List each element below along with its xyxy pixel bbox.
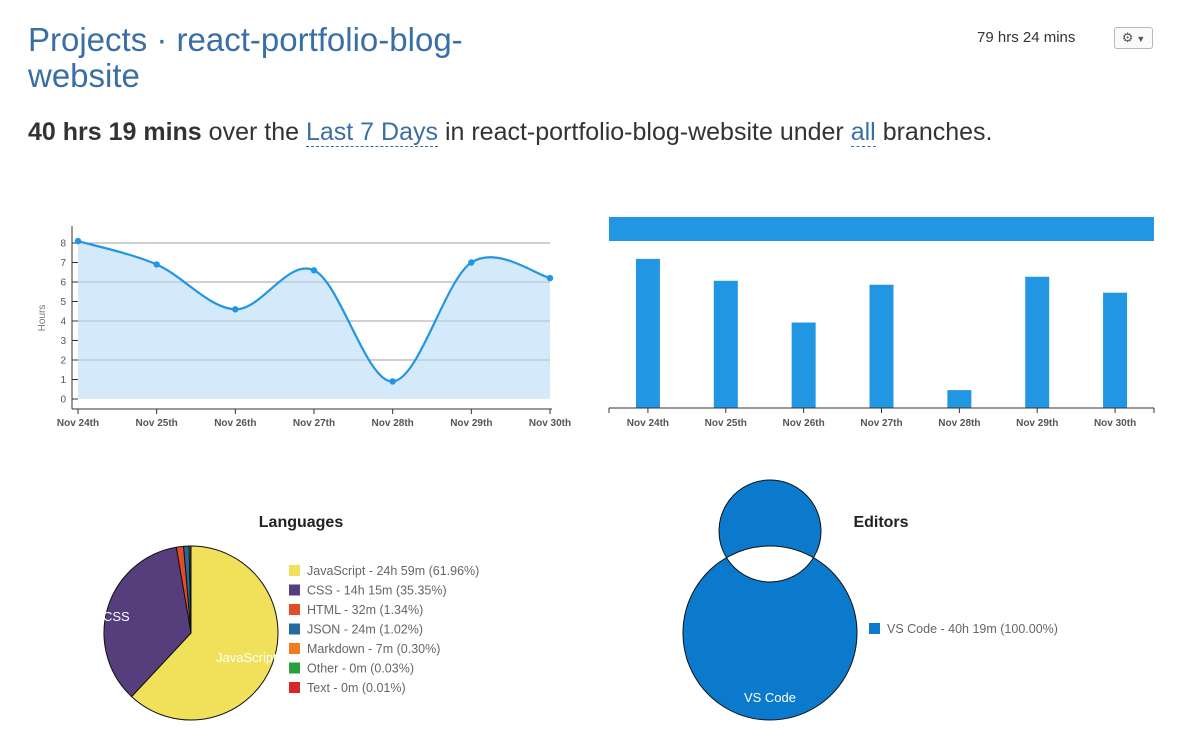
- legend-swatch: [289, 623, 300, 635]
- summary-text-end: branches.: [882, 118, 993, 146]
- x-tick-label: Nov 30th: [1094, 418, 1136, 429]
- y-tick-label: 7: [60, 258, 66, 269]
- x-tick-label: Nov 26th: [214, 418, 256, 429]
- x-tick-label: Nov 28th: [938, 418, 980, 429]
- legend-item: Other - 0m (0.03%): [307, 662, 414, 676]
- y-tick-label: 8: [60, 239, 66, 250]
- legend-item: Text - 0m (0.01%): [307, 681, 406, 695]
- daily-bar-chart: Nov 24th Nov 25th Nov 26th Nov 27th Nov 28th…: [608, 217, 1155, 429]
- pie-slice: [103, 546, 192, 698]
- data-point: [153, 261, 160, 268]
- legend-item: Markdown - 7m (0.30%): [307, 642, 440, 656]
- y-tick-label: 2: [60, 356, 66, 367]
- editors-donut-chart: Editors VS Code VS Code - 40h 19m (100.00%…: [682, 479, 1058, 721]
- area-fill: [78, 241, 550, 399]
- legend-item: VS Code - 40h 19m (100.00%): [887, 622, 1058, 636]
- total-time: 79 hrs 24 mins: [977, 29, 1076, 46]
- x-tick-label: Nov 27th: [860, 418, 902, 429]
- x-tick-label: Nov 30th: [529, 418, 571, 429]
- page-title: Projects · react-portfolio-blog-website: [28, 21, 463, 94]
- data-point: [546, 274, 554, 282]
- y-tick-label: 1: [60, 375, 66, 386]
- legend-item: HTML - 32m (1.34%): [307, 603, 423, 617]
- legend-swatch: [289, 662, 300, 674]
- summary-line: 40 hrs 19 mins over the Last 7 Days in r…: [28, 118, 992, 147]
- y-tick-label: 0: [60, 395, 66, 406]
- x-tick-label: Nov 26th: [783, 418, 825, 429]
- range-link[interactable]: Last 7 Days: [305, 118, 438, 147]
- data-point: [232, 306, 239, 313]
- summary-text-in: in react-portfolio-blog-website under: [444, 118, 844, 146]
- languages-pie-chart: Languages JavaScript JavaScript - 24h 59m …: [103, 514, 479, 721]
- settings-button[interactable]: ⚙ ▼: [1114, 27, 1153, 49]
- data-point: [468, 259, 475, 266]
- data-point: [310, 267, 318, 274]
- legend-swatch: [869, 623, 880, 634]
- x-tick-label: Nov 25th: [136, 418, 178, 429]
- bar: [713, 280, 738, 408]
- x-tick-label: Nov 25th: [705, 418, 747, 429]
- legend-swatch: [289, 584, 300, 596]
- bar: [1025, 276, 1050, 408]
- x-tick-label: Nov 28th: [372, 418, 414, 429]
- summary-duration: 40 hrs 19 mins: [28, 118, 202, 146]
- y-tick-label: 5: [60, 297, 66, 308]
- hours-area-chart: 0 1 2 3 4 5 6 7 8 Nov 24th Nov 25th Nov 26th Nov 27t…: [37, 226, 571, 429]
- legend-item: JavaScript - 24h 59m (61.96%): [307, 564, 479, 578]
- legend-swatch: [289, 604, 300, 615]
- y-tick-label: 3: [60, 336, 66, 347]
- x-tick-label: Nov 27th: [293, 418, 335, 429]
- slice-label: CSS: [103, 609, 130, 624]
- summary-text-over: over the: [208, 118, 300, 146]
- legend-swatch: [289, 682, 300, 693]
- legend-item: JSON - 24m (1.02%): [307, 623, 423, 637]
- bar: [947, 390, 972, 408]
- bar: [635, 258, 660, 408]
- bar-header-strip: [609, 217, 1154, 241]
- data-point: [74, 237, 82, 245]
- x-tick-label: Nov 29th: [1016, 418, 1058, 429]
- bar: [791, 322, 816, 408]
- chart-title: Languages: [259, 514, 344, 531]
- pie-slice: [682, 479, 858, 721]
- bar: [1103, 292, 1128, 408]
- pie-slice: [130, 545, 279, 721]
- x-tick-label: Nov 24th: [57, 418, 99, 429]
- legend-item: CSS - 14h 15m (35.35%): [307, 584, 447, 598]
- slice-label: VS Code: [744, 690, 796, 705]
- slice-label: JavaScript: [216, 650, 277, 665]
- y-tick-label: 4: [60, 317, 66, 328]
- branches-link[interactable]: all: [850, 118, 876, 147]
- chart-title: Editors: [853, 514, 908, 531]
- chevron-down-icon: ▼: [1136, 34, 1146, 44]
- x-tick-label: Nov 24th: [627, 418, 669, 429]
- y-tick-label: 6: [60, 278, 66, 289]
- x-tick-label: Nov 29th: [450, 418, 492, 429]
- legend-swatch: [289, 565, 300, 576]
- data-point: [389, 378, 396, 385]
- gear-icon: ⚙: [1121, 30, 1134, 45]
- bar: [869, 284, 894, 408]
- legend-swatch: [289, 643, 300, 654]
- y-axis-label: Hours: [37, 305, 48, 332]
